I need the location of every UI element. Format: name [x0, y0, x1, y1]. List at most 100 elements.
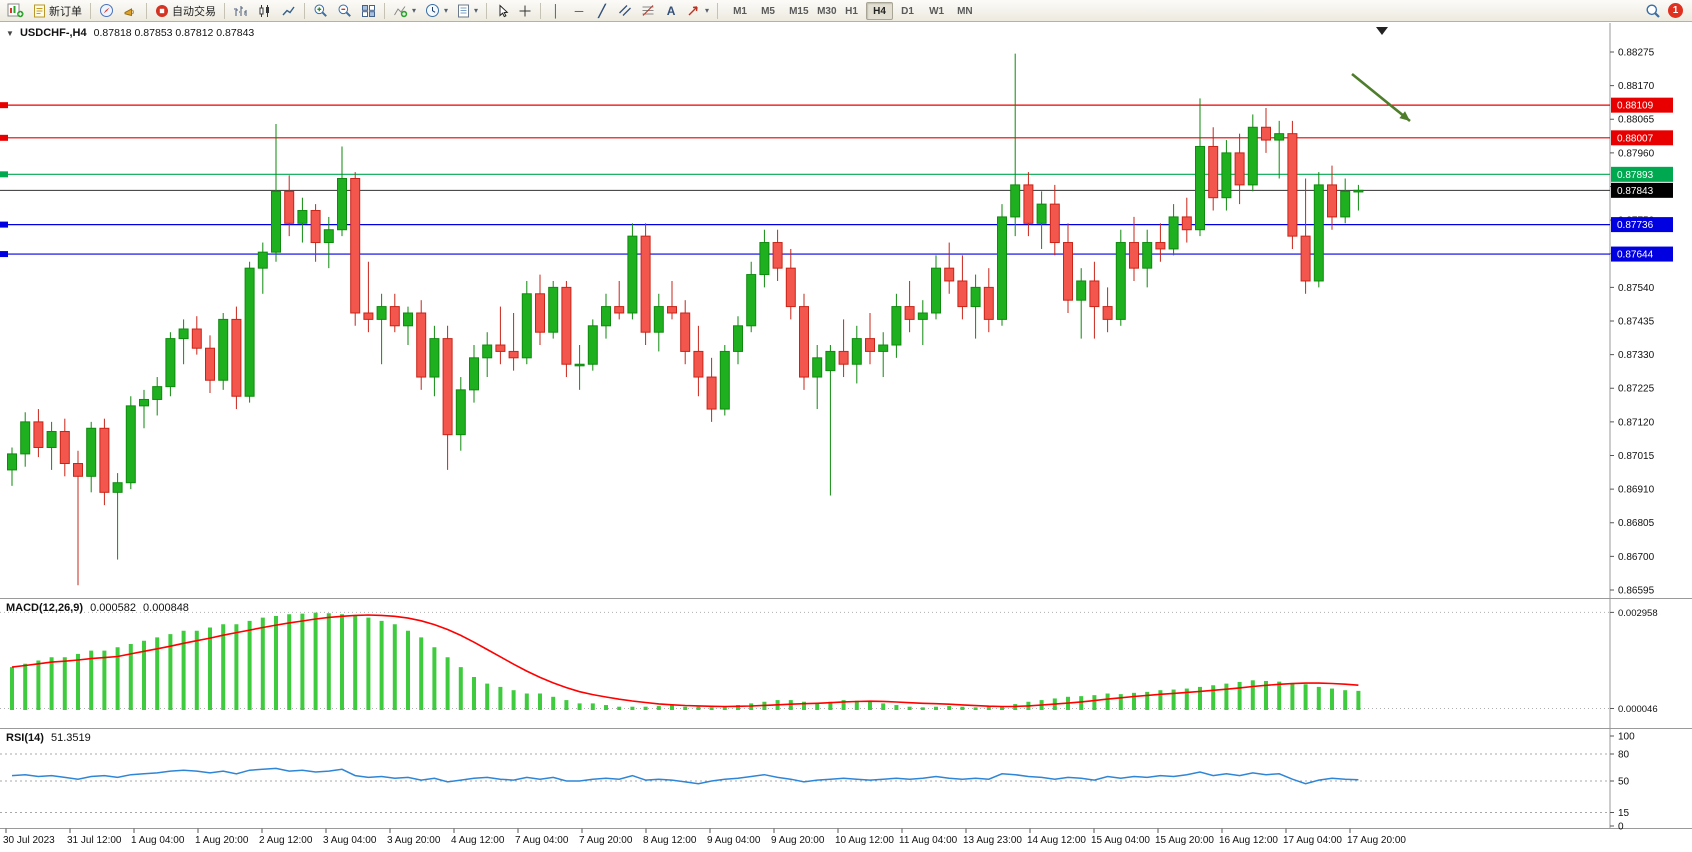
timeframe-button-H4[interactable]: H4: [866, 1, 894, 20]
level-line-handle[interactable]: [0, 221, 8, 228]
timeframe-button-MN[interactable]: MN: [950, 2, 977, 20]
rsi-panel: 100 80 50 15 0: [0, 732, 1635, 833]
price-tag-0.88007: 0.88007: [1611, 130, 1673, 146]
time-axis-label: 30 Jul 2023: [3, 835, 55, 846]
time-axis-label: 17 Aug 20:00: [1347, 835, 1406, 846]
time-axis-label: 2 Aug 12:00: [259, 835, 313, 846]
rsi-label: RSI(14) 51.3519: [6, 732, 91, 744]
channel-icon: [619, 5, 632, 16]
candle-body: [495, 344, 506, 352]
fibonacci-button[interactable]: [637, 1, 659, 21]
new-chart-button[interactable]: [3, 1, 28, 21]
candle-body: [1023, 184, 1034, 224]
notification-badge[interactable]: 1: [1668, 3, 1683, 18]
new-chart-icon: [7, 3, 24, 18]
time-axis-label: 9 Aug 20:00: [771, 835, 825, 846]
indicators-icon: [394, 5, 408, 17]
level-line-handle[interactable]: [0, 102, 8, 109]
vertical-line-button[interactable]: │: [545, 1, 567, 21]
timeframe-button-D1[interactable]: D1: [894, 2, 921, 20]
timeframe-button-H1[interactable]: H1: [838, 2, 865, 20]
collapse-arrow-icon[interactable]: ▼: [6, 29, 14, 38]
rsi-scale-label: 80: [1618, 750, 1630, 761]
indicators-button[interactable]: ▾: [389, 1, 420, 21]
candle-body: [1234, 152, 1245, 186]
price-axis-label: 0.86700: [1618, 552, 1655, 563]
timeframe-button-M30[interactable]: M30: [810, 2, 837, 20]
price-tag-0.87893: 0.87893: [1611, 166, 1673, 182]
price-axis-label: 0.88170: [1618, 81, 1655, 92]
candle-body: [997, 216, 1007, 320]
template-icon: [458, 4, 470, 17]
price-axis-label: 0.86595: [1618, 585, 1655, 596]
alerts-button[interactable]: [119, 1, 142, 21]
candle-body: [983, 286, 994, 320]
clock-icon: [426, 4, 440, 17]
candle-body: [20, 421, 31, 455]
level-line-handle[interactable]: [0, 134, 8, 141]
candle-body: [799, 306, 809, 378]
candle-body: [851, 338, 862, 365]
timeframe-button-M5[interactable]: M5: [754, 2, 781, 20]
trendline-button[interactable]: ╱: [591, 1, 613, 21]
cursor-button[interactable]: [491, 1, 513, 21]
timeframe-button-W1[interactable]: W1: [922, 2, 949, 20]
rsi-scale-label: 50: [1618, 777, 1630, 788]
macd-name: MACD(12,26,9): [6, 602, 84, 614]
vertical-line-icon: │: [552, 3, 560, 18]
timeframe-button-M1[interactable]: M1: [726, 2, 753, 20]
mql-editor-button[interactable]: [95, 1, 118, 21]
chart-ohlc-values: 0.87818 0.87853 0.87812 0.87843: [93, 27, 255, 39]
tile-windows-button[interactable]: [357, 1, 380, 21]
periods-button[interactable]: ▾: [421, 1, 452, 21]
time-axis-label: 31 Jul 12:00: [67, 835, 122, 846]
candle-body: [1076, 280, 1087, 301]
line-chart-button[interactable]: [277, 1, 300, 21]
channel-button[interactable]: [614, 1, 636, 21]
candle-body: [337, 177, 347, 231]
new-order-icon: [34, 4, 45, 17]
candle-body: [772, 242, 783, 269]
chart-shift-marker[interactable]: [1376, 27, 1388, 35]
arrows-button[interactable]: ▾: [683, 1, 713, 21]
auto-trading-button[interactable]: 自动交易: [151, 1, 220, 21]
candle-body: [653, 306, 664, 333]
toolbar-separator: [717, 2, 719, 19]
level-line-handle[interactable]: [0, 171, 8, 178]
text-button[interactable]: A: [660, 1, 682, 21]
auto-trading-icon: [156, 4, 168, 17]
candle-body: [667, 306, 677, 314]
price-tag-0.87736: 0.87736: [1611, 217, 1673, 233]
candle-body: [363, 312, 374, 320]
candle-body: [1115, 242, 1126, 320]
dropdown-chevron-icon: ▾: [705, 6, 710, 15]
candle-body: [152, 386, 163, 400]
svg-text:0.87644: 0.87644: [1617, 250, 1654, 261]
annotation-arrow-head: [1399, 111, 1410, 121]
bar-chart-button[interactable]: [229, 1, 252, 21]
toolbar-separator: [90, 2, 91, 19]
candle-body: [165, 338, 176, 388]
search-button[interactable]: [1641, 1, 1665, 21]
candle-body: [719, 350, 730, 410]
zoom-in-button[interactable]: [309, 1, 332, 21]
candle-body: [403, 312, 413, 327]
candle-body: [1300, 235, 1311, 282]
crosshair-button[interactable]: [514, 1, 536, 21]
candle-body: [429, 338, 440, 378]
candlestick-chart-button[interactable]: [253, 1, 276, 21]
level-line-handle[interactable]: [0, 251, 8, 258]
horizontal-line-button[interactable]: ─: [568, 1, 590, 21]
annotation-arrow[interactable]: [1351, 72, 1411, 123]
svg-text:0.87736: 0.87736: [1617, 220, 1654, 231]
timeframe-button-M15[interactable]: M15: [782, 2, 809, 20]
dropdown-chevron-icon: ▾: [474, 6, 479, 15]
new-order-button[interactable]: 新订单: [29, 1, 86, 21]
chart-background: [0, 22, 1692, 852]
templates-button[interactable]: ▾: [453, 1, 482, 21]
candle-body: [1340, 190, 1351, 218]
candle-body: [574, 363, 585, 367]
macd-scale-label: 0.000046: [1618, 704, 1658, 715]
zoom-out-button[interactable]: [333, 1, 356, 21]
candle-body: [297, 210, 308, 224]
